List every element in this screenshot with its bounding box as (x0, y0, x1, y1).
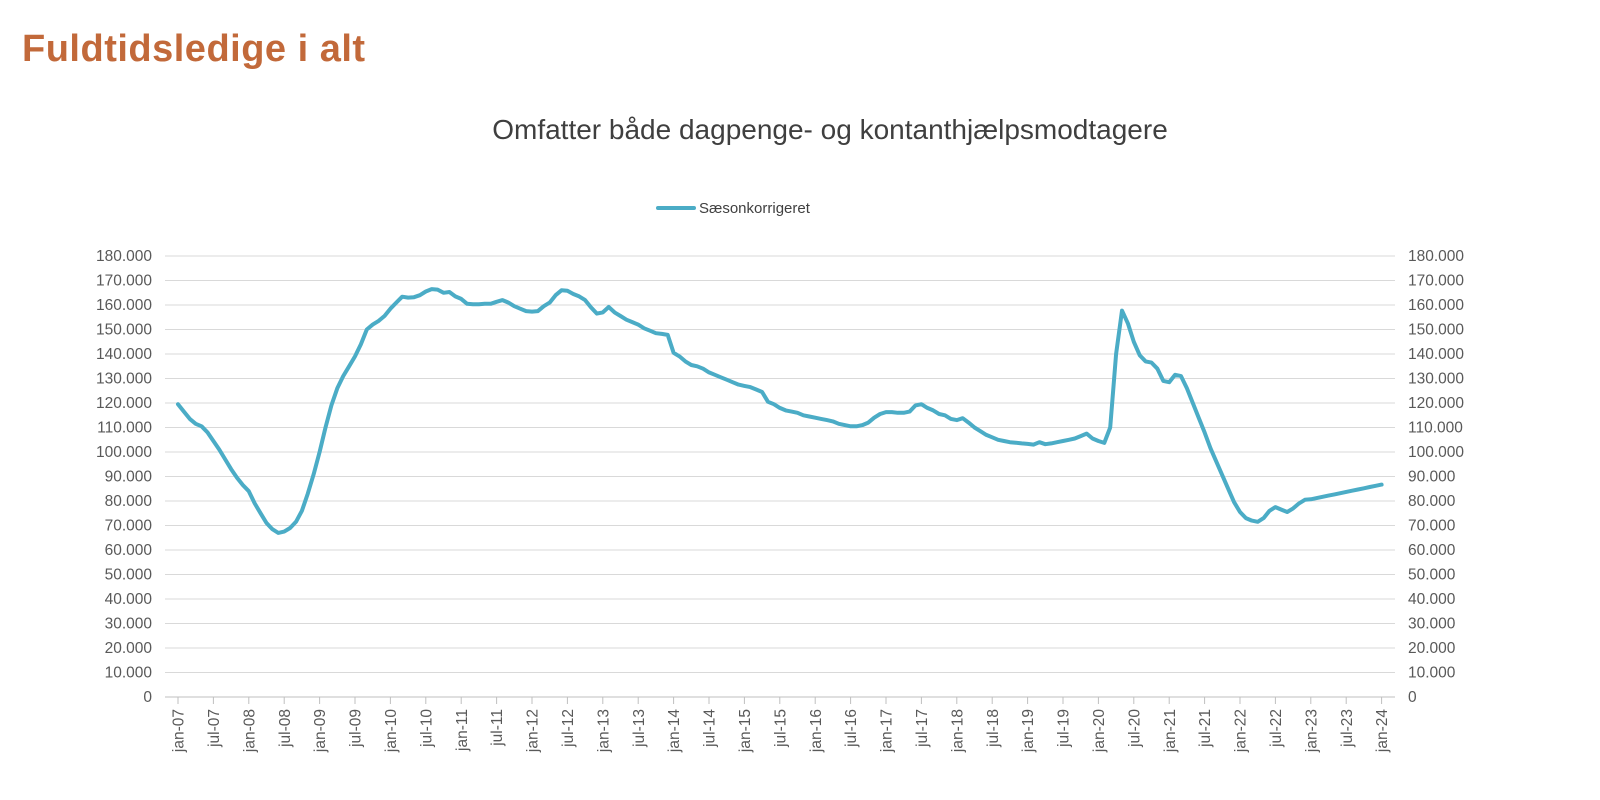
x-axis-tick-label: jan-07 (171, 709, 188, 753)
x-axis-tick-label: jan-22 (1233, 709, 1250, 753)
x-axis-tick-label: jul-19 (1056, 709, 1073, 748)
x-axis-tick-label: jan-09 (312, 709, 329, 753)
series-line-saesonkorrigeret (176, 287, 1384, 535)
y-axis-tick-label-left: 50.000 (105, 567, 153, 584)
y-axis-tick-label-right: 130.000 (1408, 371, 1464, 388)
y-axis-tick-label-left: 130.000 (96, 371, 152, 388)
x-axis-tick-label: jul-13 (631, 709, 648, 748)
x-axis-tick-label: jan-17 (879, 709, 896, 753)
y-axis-tick-label-right: 60.000 (1408, 542, 1456, 559)
x-axis-tick-label: jul-12 (560, 709, 577, 748)
x-axis-tick-label: jul-10 (418, 709, 435, 748)
y-axis-tick-label-right: 110.000 (1408, 420, 1463, 437)
y-axis-tick-label-right: 70.000 (1408, 518, 1456, 535)
y-axis-tick-label-left: 140.000 (96, 346, 152, 363)
x-axis-tick-label: jul-15 (772, 709, 789, 748)
x-axis-tick-label: jul-16 (843, 709, 860, 748)
y-axis-tick-label-right: 30.000 (1408, 616, 1456, 633)
x-axis-tick-label: jul-11 (489, 709, 506, 747)
x-axis-tick-label: jan-23 (1303, 709, 1320, 753)
y-axis-tick-label-right: 50.000 (1408, 567, 1456, 584)
legend-line-swatch (656, 206, 696, 210)
x-axis-tick-label: jan-21 (1162, 709, 1179, 753)
y-axis-tick-label-right: 10.000 (1408, 665, 1456, 682)
y-axis-tick-label-left: 170.000 (96, 273, 152, 290)
x-axis-tick-label: jan-15 (737, 709, 754, 753)
x-axis-tick-label: jan-20 (1091, 709, 1108, 753)
y-axis-tick-label-right: 180.000 (1408, 248, 1464, 265)
x-axis-tick-label: jul-08 (277, 709, 294, 748)
y-axis-tick-label-left: 60.000 (105, 542, 153, 559)
y-axis-tick-label-left: 40.000 (105, 591, 153, 608)
y-axis-tick-label-right: 40.000 (1408, 591, 1456, 608)
y-axis-tick-label-right: 160.000 (1408, 297, 1464, 314)
y-axis-tick-label-left: 20.000 (105, 640, 153, 657)
y-axis-tick-label-left: 10.000 (105, 665, 153, 682)
x-axis-tick-label: jul-07 (206, 709, 223, 748)
x-axis-tick-label: jul-21 (1197, 709, 1214, 748)
y-axis-tick-label-right: 140.000 (1408, 346, 1464, 363)
y-axis-tick-label-right: 90.000 (1408, 469, 1456, 486)
chart-title: Omfatter både dagpenge- og kontanthjælps… (492, 114, 1168, 145)
x-axis-tick-label: jul-20 (1126, 709, 1143, 748)
x-axis-tick-label: jan-14 (666, 709, 683, 753)
x-axis-tick-label: jan-13 (595, 709, 612, 753)
y-axis-tick-label-left: 100.000 (96, 444, 152, 461)
y-axis-tick-label-right: 20.000 (1408, 640, 1456, 657)
y-axis-tick-label-right: 150.000 (1408, 322, 1464, 339)
x-axis-tick-label: jul-23 (1339, 709, 1356, 748)
x-axis-tick-label: jul-17 (914, 709, 931, 748)
y-axis-tick-label-left: 0 (143, 689, 152, 706)
y-axis-tick-label-left: 30.000 (105, 616, 153, 633)
x-axis-tick-label: jul-14 (702, 709, 719, 748)
x-axis-tick-label: jan-19 (1020, 709, 1037, 753)
x-axis-tick-label: jan-18 (949, 709, 966, 753)
y-axis-tick-label-left: 160.000 (96, 297, 152, 314)
legend: Sæsonkorrigeret (656, 199, 810, 217)
y-axis-tick-label-left: 110.000 (97, 420, 152, 437)
x-axis-tick-label: jul-22 (1268, 709, 1285, 748)
x-axis-tick-label: jan-08 (241, 709, 258, 753)
y-axis-tick-label-right: 170.000 (1408, 273, 1464, 290)
x-axis-tick-label: jan-11 (454, 709, 471, 752)
y-axis-tick-label-left: 150.000 (96, 322, 152, 339)
x-axis-tick-label: jan-24 (1374, 709, 1391, 753)
x-axis-tick-label: jan-16 (808, 709, 825, 753)
x-axis-tick-label: jan-12 (525, 709, 542, 753)
y-axis-tick-label-left: 90.000 (105, 469, 153, 486)
y-axis-tick-label-right: 0 (1408, 689, 1417, 706)
y-axis-tick-label-right: 80.000 (1408, 493, 1456, 510)
y-axis-tick-label-left: 80.000 (105, 493, 153, 510)
y-axis-tick-label-left: 120.000 (96, 395, 152, 412)
page-title: Fuldtidsledige i alt (22, 28, 366, 70)
y-axis-tick-label-right: 120.000 (1408, 395, 1464, 412)
x-axis-tick-label: jul-18 (985, 709, 1002, 748)
y-axis-tick-label-left: 70.000 (105, 518, 153, 535)
x-axis-tick-label: jan-10 (383, 709, 400, 753)
legend-label: Sæsonkorrigeret (699, 199, 810, 217)
y-axis-tick-label-right: 100.000 (1408, 444, 1464, 461)
x-axis-tick-label: jul-09 (348, 709, 365, 748)
y-axis-tick-label-left: 180.000 (96, 248, 152, 265)
